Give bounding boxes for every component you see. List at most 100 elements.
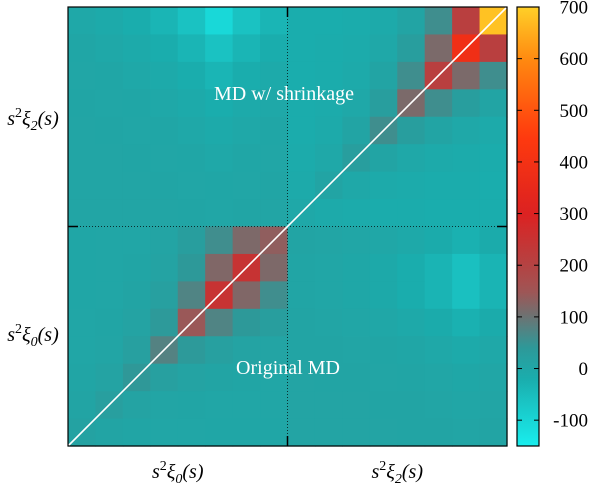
heatmap-cell [369,144,398,173]
heatmap-cell [177,281,206,310]
heatmap-cell [424,34,453,63]
heatmap-cell [260,171,289,200]
heatmap-cell [68,7,97,36]
heatmap-cell [314,308,343,337]
heatmap-cell [452,226,481,255]
heatmap-cell [314,144,343,173]
heatmap-cell [205,226,234,255]
heatmap-cell [150,308,179,337]
heatmap-cell [122,226,151,255]
heatmap-cell [68,363,97,392]
heatmap-cell [424,89,453,118]
heatmap-cell [369,89,398,118]
heatmap-cell [342,308,371,337]
colorbar: -100 0 100 200 300 400 500 600 700 [516,0,589,447]
heatmap-cell [150,7,179,36]
heatmap-cell [342,199,371,228]
heatmap-cell [397,61,426,90]
heatmap-cell [479,418,508,447]
heatmap-cell [314,391,343,420]
heatmap-cell [68,308,97,337]
heatmap-cell [342,281,371,310]
heatmap-cell [95,34,124,63]
block-labels: s2ξ0(s) s2ξ2(s) s2ξ0(s) s2ξ2(s) [7,106,423,487]
x-label-xi0: s2ξ0(s) [152,459,204,487]
heatmap-cell [287,144,316,173]
heatmap-cell [424,116,453,145]
heatmap-cell [314,61,343,90]
heatmap-cell [122,116,151,145]
heatmap-cell [397,34,426,63]
heatmap-cell [369,308,398,337]
heatmap-cell [177,253,206,282]
heatmap-cell [314,116,343,145]
colorbar-tick-label: 0 [579,359,589,380]
heatmap-cell [205,253,234,282]
heatmap-cell [205,116,234,145]
heatmap-cell [122,391,151,420]
heatmap-cell [150,363,179,392]
heatmap-cell [177,336,206,365]
colorbar-tick-label: 200 [560,256,589,277]
heatmap-cell [205,171,234,200]
heatmap-cell [205,34,234,63]
heatmap-cell [232,418,261,447]
heatmap-cell [424,281,453,310]
heatmap-cell [452,171,481,200]
heatmap-cell [232,391,261,420]
colorbar-tick-label: -100 [553,411,588,432]
heatmap-cell [260,253,289,282]
heatmap-cell [397,226,426,255]
heatmap-cell [95,363,124,392]
heatmap-cell [95,253,124,282]
heatmap-cell [452,116,481,145]
heatmap-cell [397,171,426,200]
heatmap-cell [150,199,179,228]
heatmap-cell [232,281,261,310]
heatmap-cell [95,171,124,200]
heatmap-cell [369,363,398,392]
heatmap-cell [260,89,289,118]
heatmap-cell [68,336,97,365]
heatmap-cell [452,89,481,118]
heatmap-cell [424,253,453,282]
annotation-original-md: Original MD [236,357,340,379]
heatmap-cell [68,226,97,255]
heatmap-cell [122,144,151,173]
heatmap-cell [314,199,343,228]
heatmap-cell [369,253,398,282]
diagonal-line [67,6,508,447]
heatmap-cell [369,336,398,365]
heatmap-cell [369,226,398,255]
heatmap-cell [287,363,316,392]
heatmap-cell [479,253,508,282]
heatmap-cell [314,363,343,392]
heatmap-cell [287,253,316,282]
heatmap-cell [232,34,261,63]
heatmap-cell [122,418,151,447]
heatmap-cell [95,116,124,145]
heatmap-cell [369,61,398,90]
heatmap-cell [68,89,97,118]
heatmap-cell [260,7,289,36]
heatmap-cell [95,336,124,365]
heatmap-cell [232,61,261,90]
heatmap-cell [150,61,179,90]
colorbar-tick-label: 500 [560,101,589,122]
heatmap-cell [68,199,97,228]
heatmap-cell [232,116,261,145]
heatmap-cell [177,61,206,90]
heatmap-cell [452,418,481,447]
heatmap-cell [424,391,453,420]
heatmap-cell [232,89,261,118]
heatmap-cell [452,199,481,228]
y-label-xi0: s2ξ0(s) [7,322,59,350]
colorbar-tick-label: 700 [560,0,589,19]
heatmap-cell [287,308,316,337]
heatmap-cell [177,116,206,145]
heatmap-cell [287,336,316,365]
heatmap-cell [479,116,508,145]
heatmap-cell [397,253,426,282]
heatmap-cell [452,391,481,420]
heatmap-cell [479,281,508,310]
